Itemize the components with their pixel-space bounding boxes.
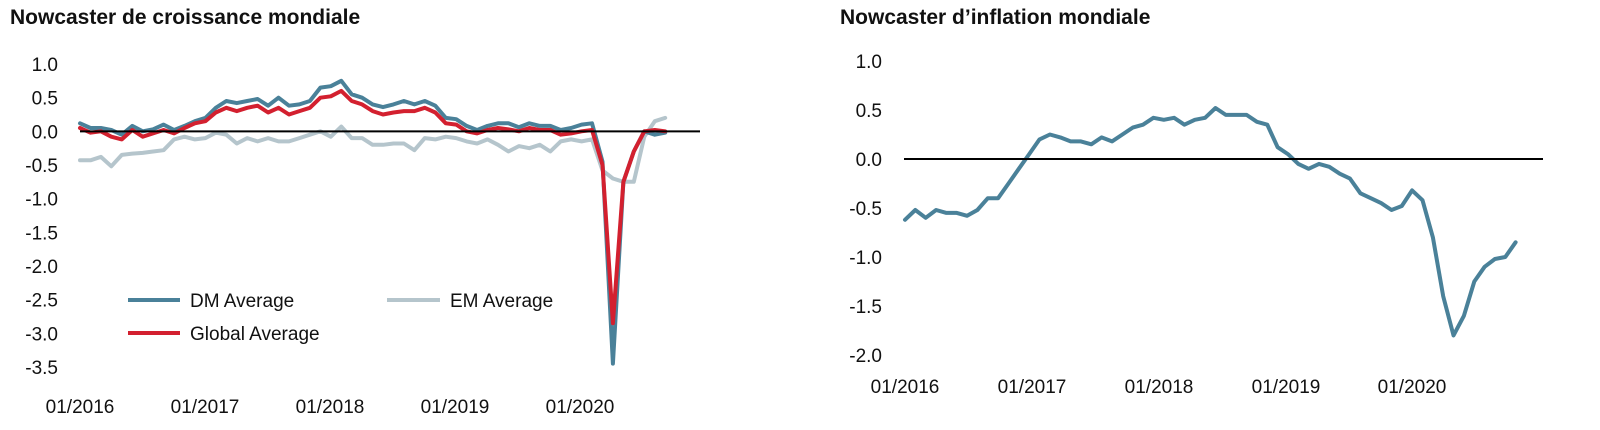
dm-average-line <box>78 78 668 366</box>
x-tick-label: 01/2019 <box>421 397 490 418</box>
inflation-nowcaster-chart: 1.0 0.5 0.0 -0.5 -1.0 -1.5 -2.0 01/2016 01/2017 0… <box>849 52 1543 398</box>
y-tick-label: -2.0 <box>25 257 58 278</box>
inflation-line <box>903 106 1518 338</box>
y-tick-label: 1.0 <box>856 52 882 73</box>
y-tick-label: -0.5 <box>25 156 58 177</box>
y-tick-label: 0.5 <box>856 101 882 122</box>
growth-nowcaster-chart: 1.0 0.5 0.0 -0.5 -1.0 -1.5 -2.0 -2.5 -3.0 -3.5 01/… <box>25 55 700 418</box>
x-tick-label: 01/2019 <box>1252 377 1321 398</box>
y-tick-label: 1.0 <box>32 55 58 76</box>
x-tick-label: 01/2020 <box>546 397 615 418</box>
x-tick-label: 01/2016 <box>871 377 940 398</box>
y-tick-label: 0.0 <box>32 122 58 143</box>
x-tick-label: 01/2017 <box>998 377 1067 398</box>
y-tick-label: -2.0 <box>849 346 882 367</box>
legend-label: Global Average <box>190 324 320 345</box>
legend-label: EM Average <box>450 291 553 312</box>
x-tick-label: 01/2018 <box>1125 377 1194 398</box>
y-tick-label: -1.5 <box>25 223 58 244</box>
chart-title: Nowcaster de croissance mondiale <box>10 6 361 29</box>
y-tick-label: -3.0 <box>25 324 58 345</box>
x-tick-label: 01/2020 <box>1378 377 1447 398</box>
y-tick-label: 0.5 <box>32 89 58 110</box>
x-tick-label: 01/2016 <box>46 397 115 418</box>
y-tick-label: -1.0 <box>25 190 58 211</box>
y-tick-label: -3.5 <box>25 358 58 379</box>
y-tick-label: -1.0 <box>849 248 882 269</box>
y-tick-label: -1.5 <box>849 297 882 318</box>
em-average-line <box>78 115 668 184</box>
y-tick-label: 0.0 <box>856 150 882 171</box>
x-tick-label: 01/2018 <box>296 397 365 418</box>
legend-label: DM Average <box>190 291 294 312</box>
y-tick-label: -2.5 <box>25 291 58 312</box>
x-tick-label: 01/2017 <box>171 397 240 418</box>
y-tick-label: -0.5 <box>849 199 882 220</box>
growth-nowcaster-panel: Nowcaster de croissance mondiale 1.0 0.5 0… <box>10 6 700 418</box>
chart-title: Nowcaster d’inflation mondiale <box>840 6 1151 29</box>
inflation-nowcaster-panel: Nowcaster d’inflation mondiale 1.0 0.5 0.0… <box>800 0 1600 430</box>
